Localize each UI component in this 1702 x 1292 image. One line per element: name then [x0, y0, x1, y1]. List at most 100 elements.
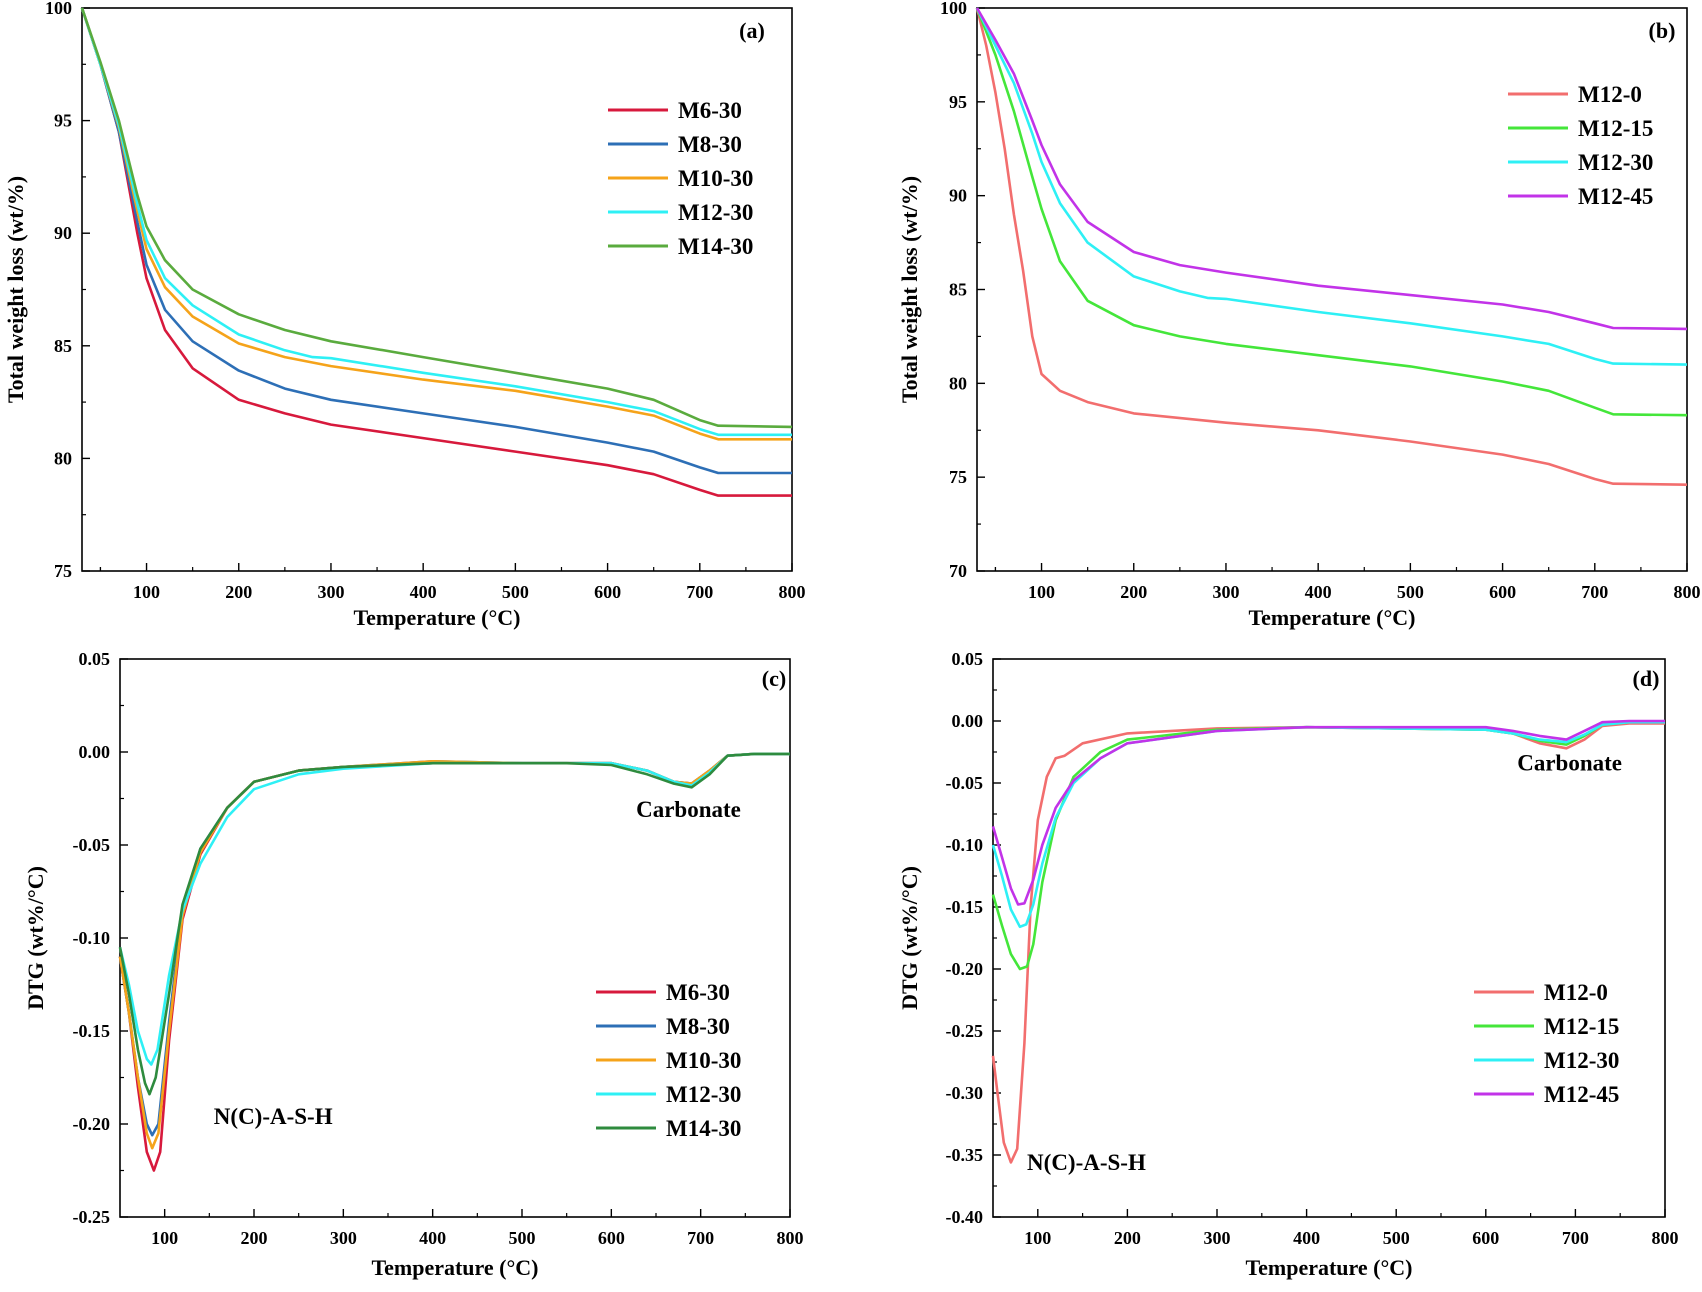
- series-line-M14-30: [118, 752, 790, 1096]
- x-axis-title: Temperature (°C): [1248, 605, 1415, 630]
- x-tick-label: 400: [410, 582, 437, 602]
- x-tick-label: 800: [779, 582, 806, 602]
- y-tick-label: -0.10: [73, 928, 111, 948]
- chart-panel-2: 100 200 300 400 500 600 700 800 -0.25 -0.20 -0.15 -…: [23, 649, 803, 1280]
- y-tick-label: -0.40: [946, 1207, 984, 1227]
- series-line-M6-30: [80, 7, 792, 497]
- legend-label: M12-45: [1544, 1082, 1619, 1107]
- x-tick-label: 400: [1305, 582, 1332, 602]
- legend-label: M12-15: [1544, 1014, 1619, 1039]
- x-tick-label: 100: [151, 1228, 178, 1248]
- x-tick-label: 200: [241, 1228, 268, 1248]
- y-tick-label: -0.05: [73, 835, 111, 855]
- panel-letter: (b): [1649, 18, 1676, 43]
- panel-letter: (a): [739, 18, 765, 43]
- legend-label: M12-30: [1578, 150, 1653, 175]
- x-tick-label: 600: [1472, 1228, 1499, 1248]
- x-tick-label: 700: [686, 582, 713, 602]
- y-tick-label: -0.05: [946, 773, 984, 793]
- annotation-carbonate: Carbonate: [1517, 751, 1622, 776]
- chart-panel-0: 100 200 300 400 500 600 700 800 75 80 85 90 95 100 Tem…: [3, 0, 805, 630]
- legend-label: M8-30: [678, 132, 742, 157]
- y-tick-label: 100: [45, 0, 72, 18]
- legend-label: M8-30: [666, 1014, 730, 1039]
- y-tick-label: -0.20: [946, 959, 984, 979]
- y-tick-label: 70: [949, 561, 967, 581]
- series-line-M8-30: [80, 7, 792, 475]
- x-tick-label: 200: [1120, 582, 1147, 602]
- x-tick-label: 400: [419, 1228, 446, 1248]
- series-line-M12-45: [991, 719, 1665, 906]
- x-tick-label: 700: [1581, 582, 1608, 602]
- annotation-n-c-a-s-h: N(C)-A-S-H: [214, 1104, 333, 1129]
- annotation-n-c-a-s-h: N(C)-A-S-H: [1027, 1150, 1146, 1175]
- x-tick-label: 300: [1204, 1228, 1231, 1248]
- y-tick-label: 95: [54, 111, 72, 131]
- legend-label: M14-30: [678, 234, 753, 259]
- y-tick-label: 75: [949, 467, 967, 487]
- x-tick-label: 300: [317, 582, 344, 602]
- y-tick-label: 80: [949, 373, 967, 393]
- y-tick-label: -0.15: [946, 897, 984, 917]
- y-axis-title: DTG (wt%/°C): [23, 866, 48, 1010]
- y-axis-title: Total weight loss (wt/%): [3, 176, 28, 403]
- legend-label: M12-30: [666, 1082, 741, 1107]
- panel-letter: (c): [762, 666, 786, 691]
- x-tick-label: 600: [598, 1228, 625, 1248]
- x-tick-label: 600: [594, 582, 621, 602]
- plot-frame: [81, 7, 793, 572]
- x-tick-label: 300: [330, 1228, 357, 1248]
- panel-letter: (d): [1633, 666, 1660, 691]
- legend-label: M10-30: [678, 166, 753, 191]
- x-tick-label: 100: [133, 582, 160, 602]
- y-tick-label: 0.00: [952, 711, 984, 731]
- series-line-M14-30: [80, 7, 793, 429]
- x-tick-label: 600: [1489, 582, 1516, 602]
- legend-label: M12-0: [1544, 980, 1608, 1005]
- x-tick-label: 500: [1397, 582, 1424, 602]
- x-tick-label: 500: [502, 582, 529, 602]
- legend-label: M12-45: [1578, 184, 1653, 209]
- x-tick-label: 100: [1028, 582, 1055, 602]
- series-line-M12-15: [991, 720, 1665, 971]
- x-tick-label: 800: [1652, 1228, 1679, 1248]
- legend-label: M12-30: [1544, 1048, 1619, 1073]
- y-tick-label: 85: [54, 336, 72, 356]
- annotation-carbonate: Carbonate: [636, 797, 741, 822]
- y-tick-label: 100: [940, 0, 967, 18]
- y-axis-title: Total weight loss (wt/%): [897, 176, 922, 403]
- legend-label: M10-30: [666, 1048, 741, 1073]
- x-axis-title: Temperature (°C): [353, 605, 520, 630]
- legend-label: M6-30: [666, 980, 730, 1005]
- chart-panel-1: 100 200 300 400 500 600 700 800 70 75 80 85 90 95 100 T…: [897, 0, 1700, 630]
- legend-label: M6-30: [678, 98, 742, 123]
- x-tick-label: 300: [1212, 582, 1239, 602]
- y-tick-label: -0.25: [946, 1021, 984, 1041]
- chart-panel-3: 100 200 300 400 500 600 700 800 -0.40 -0.35 -0.30 -…: [897, 649, 1678, 1280]
- y-tick-label: -0.25: [73, 1207, 111, 1227]
- y-tick-label: 95: [949, 92, 967, 112]
- x-tick-label: 200: [1114, 1228, 1141, 1248]
- legend-label: M12-30: [678, 200, 753, 225]
- x-tick-label: 800: [777, 1228, 804, 1248]
- y-tick-label: 90: [949, 186, 967, 206]
- legend-label: M12-0: [1578, 82, 1642, 107]
- legend-label: M12-15: [1578, 116, 1653, 141]
- y-tick-label: -0.10: [946, 835, 984, 855]
- y-tick-label: 85: [949, 280, 967, 300]
- x-tick-label: 700: [1562, 1228, 1589, 1248]
- x-tick-label: 700: [687, 1228, 714, 1248]
- series-line-M12-0: [991, 722, 1665, 1164]
- y-tick-label: -0.35: [946, 1145, 984, 1165]
- x-tick-label: 500: [509, 1228, 536, 1248]
- x-axis-title: Temperature (°C): [371, 1255, 538, 1280]
- y-tick-label: -0.30: [946, 1083, 984, 1103]
- series-line-M12-30: [975, 7, 1688, 366]
- x-axis-title: Temperature (°C): [1245, 1255, 1412, 1280]
- series-line-M12-30: [80, 7, 792, 437]
- y-tick-label: 0.05: [952, 649, 984, 669]
- legend-label: M14-30: [666, 1116, 741, 1141]
- y-tick-label: 75: [54, 561, 72, 581]
- series-line-M12-30: [118, 752, 790, 1066]
